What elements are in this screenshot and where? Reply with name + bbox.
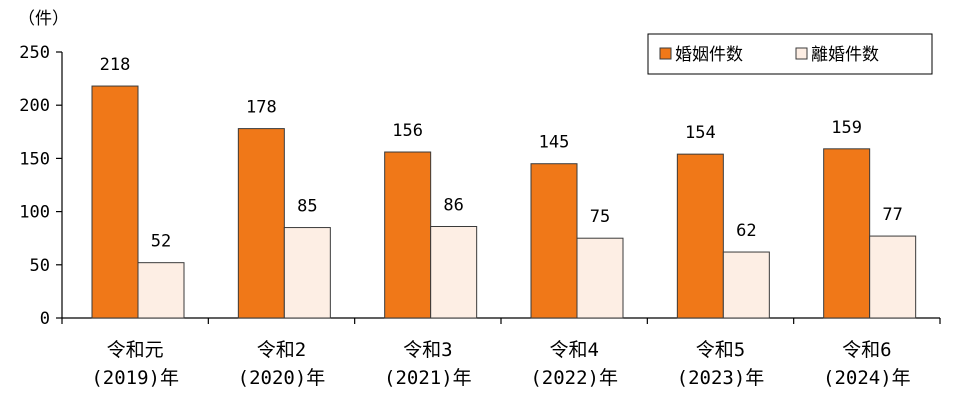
y-tick-label: 0 xyxy=(40,309,50,329)
x-tick-label-era: 令和元 xyxy=(107,339,164,361)
data-label: 85 xyxy=(297,197,317,217)
bar-marriages xyxy=(91,85,139,319)
data-label: 77 xyxy=(882,205,902,225)
x-tick-label-year: (2023)年 xyxy=(677,367,765,389)
legend-swatch-divorces xyxy=(795,47,808,60)
axes: 0 50 100 150 200 250 xyxy=(19,43,941,329)
legend-label-divorces: 離婚件数 xyxy=(811,45,879,65)
bar-marriages xyxy=(676,153,724,319)
bar-divorces xyxy=(869,235,917,319)
data-label: 62 xyxy=(736,221,756,241)
x-tick-label-era: 令和2 xyxy=(257,339,306,361)
bar-marriages xyxy=(384,151,432,319)
x-tick-label-year: (2024)年 xyxy=(823,367,911,389)
x-tick-label-year: (2021)年 xyxy=(384,367,472,389)
bar-marriages xyxy=(530,163,578,319)
bar-divorces xyxy=(137,262,185,319)
legend: 婚姻件数 離婚件数 xyxy=(647,33,933,75)
bar-divorces xyxy=(722,251,770,319)
legend-box xyxy=(647,33,933,75)
y-tick-label: 150 xyxy=(19,149,50,169)
data-labels: 218 52 178 85 156 86 145 75 154 62 159 77 xyxy=(100,55,903,252)
x-tick-label-year: (2019)年 xyxy=(91,367,179,389)
data-label: 156 xyxy=(392,121,423,141)
legend-label-marriages: 婚姻件数 xyxy=(675,45,743,65)
data-label: 178 xyxy=(246,98,277,118)
legend-swatch-marriages xyxy=(659,47,672,60)
data-label: 75 xyxy=(590,207,610,227)
bar-divorces xyxy=(430,225,478,319)
x-tick-labels: 令和元 (2019)年 令和2 (2020)年 令和3 (2021)年 令和4 (2022)年… xyxy=(91,339,910,389)
x-tick-label-year: (2020)年 xyxy=(238,367,326,389)
data-label: 218 xyxy=(100,55,131,75)
bar-marriages xyxy=(823,148,871,319)
bar-divorces xyxy=(283,227,331,319)
x-tick-label-era: 令和5 xyxy=(696,339,745,361)
x-tick-label-era: 令和3 xyxy=(403,339,452,361)
bars xyxy=(91,85,917,319)
x-tick-label-era: 令和4 xyxy=(549,339,598,361)
y-tick-label: 250 xyxy=(19,43,50,63)
data-label: 154 xyxy=(685,123,716,143)
y-tick-label: 200 xyxy=(19,96,50,116)
data-label: 52 xyxy=(151,232,171,252)
y-tick-label: 100 xyxy=(19,203,50,223)
x-tick-label-era: 令和6 xyxy=(842,339,891,361)
y-tick-label: 50 xyxy=(30,256,50,276)
data-label: 86 xyxy=(443,195,463,215)
data-label: 145 xyxy=(539,133,570,153)
data-label: 159 xyxy=(831,118,862,138)
bar-divorces xyxy=(576,237,624,319)
y-unit-label: （件） xyxy=(18,9,69,29)
x-tick-label-year: (2022)年 xyxy=(530,367,618,389)
bar-marriages xyxy=(237,128,285,319)
